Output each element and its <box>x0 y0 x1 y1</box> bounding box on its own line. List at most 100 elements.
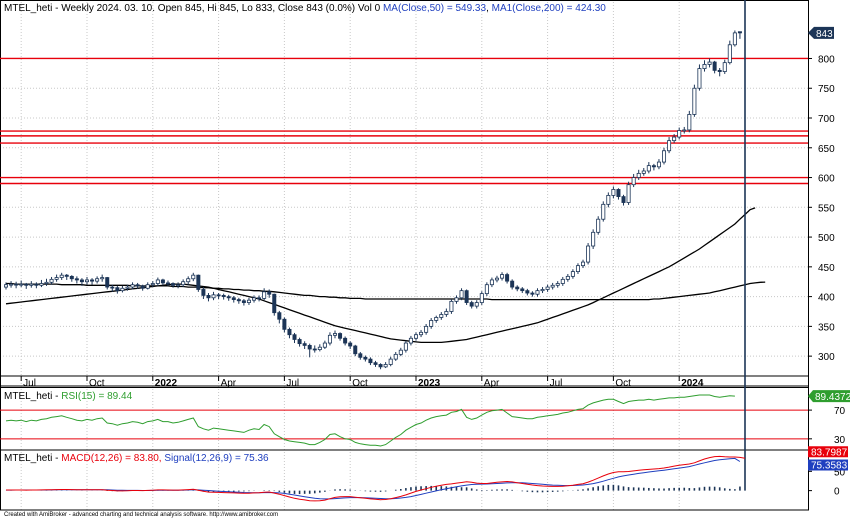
candle <box>115 285 120 294</box>
candle <box>712 60 717 74</box>
candle <box>479 291 484 305</box>
candle <box>19 280 24 288</box>
macd-tag-label: 83.7987 <box>811 447 848 458</box>
candle-body <box>191 274 196 280</box>
candle-body <box>277 312 282 320</box>
candle-body <box>353 345 358 355</box>
candle <box>656 159 661 170</box>
time-tick-label: 2023 <box>418 378 441 389</box>
candle <box>54 274 59 282</box>
candle-body <box>510 280 515 288</box>
time-tick-label: Jul <box>550 378 563 389</box>
candle <box>140 284 145 291</box>
candle-body <box>272 293 277 314</box>
candle-body <box>682 129 687 132</box>
candle-body <box>196 274 201 290</box>
candle <box>9 281 14 288</box>
candle <box>69 275 74 282</box>
candle-body <box>419 331 424 336</box>
macd-pane-frame <box>0 449 809 511</box>
candle <box>373 360 378 367</box>
candle-body <box>125 286 130 289</box>
candle <box>343 336 348 346</box>
candle <box>722 59 727 74</box>
candle-body <box>545 286 550 290</box>
time-tick-label: Apr <box>221 378 237 389</box>
candle-body <box>555 283 560 286</box>
candle-body <box>100 277 105 280</box>
candle-body <box>130 284 135 288</box>
candle <box>358 351 363 360</box>
candle-body <box>24 283 29 286</box>
candle <box>449 298 454 314</box>
candle-body <box>19 283 24 286</box>
candle <box>64 273 69 280</box>
candle <box>413 332 418 341</box>
candle <box>677 127 682 140</box>
candle-body <box>540 289 545 292</box>
candle-body <box>656 161 661 168</box>
candle-body <box>494 277 499 281</box>
candle <box>272 293 277 316</box>
candle <box>682 126 687 134</box>
candle-body <box>165 282 170 285</box>
candle-body <box>702 64 707 70</box>
price-tag-label: 843 <box>816 29 833 40</box>
candle <box>621 194 626 206</box>
candle <box>14 281 19 289</box>
candle-body <box>535 290 540 295</box>
candle <box>363 355 368 362</box>
candle <box>90 278 95 285</box>
candle <box>44 278 49 286</box>
candle <box>353 344 358 357</box>
candle-body <box>575 265 580 273</box>
candle <box>155 277 160 286</box>
candle-body <box>105 277 110 288</box>
candle <box>737 31 742 39</box>
candle <box>49 276 54 285</box>
candle-body <box>439 314 444 318</box>
candle-body <box>312 348 317 351</box>
candle <box>616 188 621 200</box>
candle <box>687 110 692 133</box>
candle-body <box>257 297 262 300</box>
candle-body <box>611 189 616 196</box>
candle-body <box>454 297 459 302</box>
candle <box>494 275 499 283</box>
candle-body <box>267 291 272 295</box>
candle-body <box>424 325 429 333</box>
candle-body <box>155 279 160 284</box>
candle-body <box>302 343 307 346</box>
candle-body <box>484 284 489 295</box>
candle-body <box>160 279 165 284</box>
candle <box>165 280 170 286</box>
candle <box>672 134 677 144</box>
candle-body <box>262 291 267 299</box>
candle-body <box>459 290 464 299</box>
candle-body <box>727 44 732 64</box>
candle <box>408 335 413 346</box>
candle <box>626 181 631 205</box>
candle <box>510 279 515 290</box>
candle-body <box>596 218 601 233</box>
candle-body <box>697 68 702 89</box>
footer-credit: Created with AmiBroker - advanced charti… <box>4 512 278 518</box>
candle <box>236 297 241 304</box>
price-header: MTEL_heti - Weekly 2024. 03. 10. Open 84… <box>4 3 606 14</box>
candle <box>338 332 343 341</box>
candle <box>171 282 176 288</box>
price-tick-label: 600 <box>818 174 835 185</box>
candle-body <box>246 299 251 303</box>
candle-body <box>500 274 505 279</box>
candle <box>120 285 125 293</box>
candle-body <box>413 334 418 339</box>
candle <box>241 298 246 306</box>
macd-tag <box>808 446 848 458</box>
candle-body <box>626 184 631 203</box>
candle <box>697 64 702 91</box>
candle <box>489 277 494 288</box>
rsi-tag <box>808 390 850 403</box>
candle-body <box>525 290 530 294</box>
